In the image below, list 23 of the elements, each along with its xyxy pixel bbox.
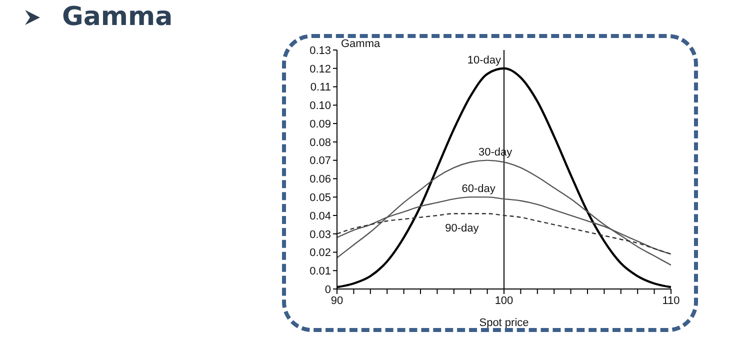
y-tick-label: 0.05 <box>310 192 331 204</box>
y-tick-label: 0.11 <box>310 82 331 94</box>
series-label: 90-day <box>445 222 480 235</box>
y-tick-label: 0.07 <box>310 155 331 168</box>
y-tick-label: 0.08 <box>310 136 331 149</box>
y-tick-label: 0.06 <box>310 174 331 186</box>
x-tick-label: 110 <box>662 294 680 307</box>
y-axis-title: Gamma <box>341 38 380 50</box>
text: Gamma <box>62 2 173 32</box>
y-tick-label: 0.03 <box>310 228 331 241</box>
x-tick-label: 90 <box>330 294 344 307</box>
x-tick-label: 100 <box>494 294 514 307</box>
series-label: 60-day <box>462 183 496 196</box>
y-tick-label: 0.02 <box>310 247 331 260</box>
y-tick-label: 0.01 <box>310 266 331 278</box>
y-tick-label: 0.09 <box>310 118 331 130</box>
y-tick-label: 0 <box>324 284 331 296</box>
y-tick-label: 0.12 <box>310 63 331 76</box>
y-tick-label: 0.13 <box>310 44 331 57</box>
y-tick-label: 0.04 <box>310 210 331 222</box>
series-label: 10-day <box>467 54 502 66</box>
x-axis-title: Spot price <box>479 317 529 329</box>
y-tick-label: 0.10 <box>310 100 331 112</box>
